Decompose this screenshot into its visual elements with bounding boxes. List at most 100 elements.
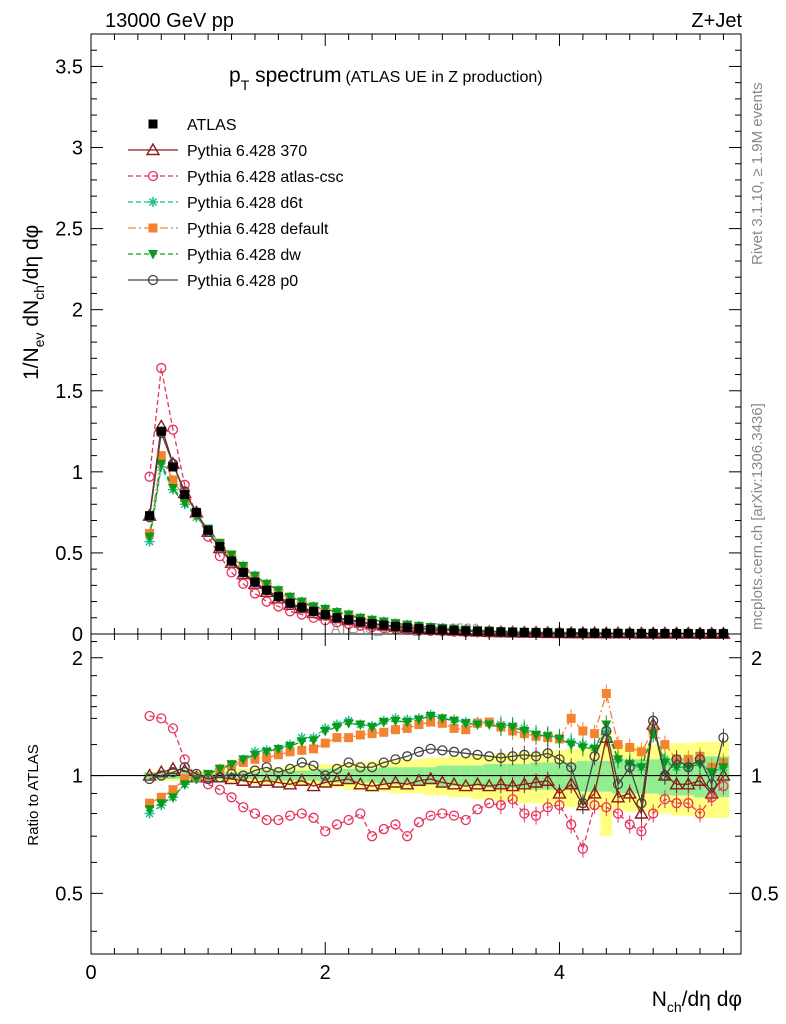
main-point-pythia-6-428-atlas-csc — [226, 567, 237, 578]
ratio-point-pythia-6-428-p0 — [636, 798, 647, 809]
ratio-point-pythia-6-428-atlas-csc — [577, 843, 589, 854]
ratio-point-pythia-6-428-370 — [528, 775, 544, 788]
ratio-line-pythia-6-428-370 — [149, 724, 724, 816]
ratio-point-pythia-6-428-370 — [400, 776, 415, 790]
ratio-point-pythia-6-428-370 — [517, 776, 532, 790]
ratio-point-pythia-6-428-atlas-csc — [284, 810, 296, 821]
ratio-point-pythia-6-428-370 — [610, 789, 626, 803]
main-point-atlas — [379, 620, 389, 630]
main-point-atlas — [180, 490, 190, 500]
ratio-point-pythia-6-428-p0 — [320, 770, 331, 781]
ratio-point-pythia-6-428-p0 — [612, 779, 624, 790]
main-point-atlas — [168, 462, 178, 472]
ratio-point-pythia-6-428-atlas-csc — [425, 810, 436, 821]
ratio-point-pythia-6-428-p0 — [425, 743, 436, 755]
ratio-point-pythia-6-428-dw — [484, 720, 495, 731]
main-point-atlas — [590, 628, 600, 638]
ratio-point-pythia-6-428-atlas-csc — [320, 826, 331, 837]
ratio-point-pythia-6-428-p0 — [706, 779, 717, 790]
ratio-stat-band — [635, 759, 648, 794]
ratio-point-pythia-6-428-370 — [540, 773, 555, 786]
ratio-point-pythia-6-428-dw — [308, 736, 319, 746]
ratio-point-pythia-6-428-default — [625, 742, 635, 752]
ratio-point-pythia-6-428-dw — [425, 711, 436, 722]
legend-marker-pythia-6-428-370 — [145, 142, 161, 156]
ratio-point-pythia-6-428-dw — [320, 726, 331, 737]
ratio-point-pythia-6-428-370 — [306, 778, 321, 792]
ratio-point-pythia-6-428-p0 — [366, 762, 378, 773]
main-y-tick-label: 2 — [72, 300, 83, 322]
ratio-point-pythia-6-428-default — [332, 733, 342, 743]
ratio-point-pythia-6-428-370 — [388, 775, 403, 788]
ratio-point-pythia-6-428-p0 — [167, 767, 179, 778]
ratio-point-pythia-6-428-atlas-csc — [636, 826, 647, 837]
ratio-point-pythia-6-428-atlas-csc — [179, 754, 190, 765]
ratio-stat-band — [588, 760, 601, 792]
main-line-pythia-6-428-p0 — [148, 432, 724, 635]
ratio-point-pythia-6-428-atlas-csc — [507, 794, 518, 805]
legend-label-pythia-6-428-p0: Pythia 6.428 p0 — [187, 273, 298, 290]
ratio-point-pythia-6-428-p0 — [589, 751, 600, 762]
ratio-point-pythia-6-428-dw — [636, 763, 647, 773]
main-point-pythia-6-428-dw — [238, 561, 249, 572]
rivet-version-label: Rivet 3.1.10, ≥ 1.9M events — [749, 83, 766, 266]
legend-marker-atlas — [148, 119, 158, 129]
ratio-point-pythia-6-428-default — [262, 753, 272, 763]
x-tick-label: 4 — [554, 962, 565, 984]
ratio-point-pythia-6-428-370 — [341, 771, 356, 785]
main-point-pythia-6-428-dw — [167, 484, 178, 494]
ratio-point-pythia-6-428-dw — [156, 799, 167, 809]
ratio-point-pythia-6-428-atlas-csc — [261, 814, 272, 826]
main-point-atlas — [273, 592, 283, 602]
main-point-atlas — [145, 511, 155, 521]
ratio-point-pythia-6-428-atlas-csc — [343, 814, 354, 826]
x-tick-label: 0 — [85, 962, 96, 984]
ratio-point-pythia-6-428-p0 — [694, 754, 706, 765]
ratio-point-pythia-6-428-atlas-csc — [366, 831, 378, 842]
main-line-pythia-6-428-d6t — [148, 464, 724, 635]
ratio-point-pythia-6-428-dw — [437, 714, 448, 724]
ratio-point-pythia-6-428-atlas-csc — [495, 800, 507, 811]
ratio-point-pythia-6-428-370 — [247, 775, 263, 788]
ratio-point-pythia-6-428-370 — [364, 778, 380, 792]
ratio-point-pythia-6-428-dw — [495, 723, 506, 733]
ratio-point-pythia-6-428-p0 — [214, 772, 225, 783]
chart-title: pT spectrum (ATLAS UE in Z production) — [229, 64, 543, 93]
ratio-point-pythia-6-428-p0 — [308, 760, 319, 771]
ratio-point-pythia-6-428-atlas-csc — [460, 814, 471, 826]
ratio-point-pythia-6-428-default — [391, 725, 401, 735]
ratio-point-pythia-6-428-dw — [460, 719, 471, 729]
main-point-atlas — [426, 624, 436, 634]
main-point-atlas — [215, 541, 225, 551]
ratio-point-pythia-6-428-dw — [249, 750, 260, 761]
main-panel: ATLAS_2019_I1736531 00.511.522.533.5 pT … — [20, 33, 742, 646]
ratio-point-pythia-6-428-atlas-csc — [249, 808, 261, 819]
main-y-tick-label: 3.5 — [55, 56, 83, 78]
ratio-line-pythia-6-428-atlas-csc — [149, 715, 724, 851]
main-point-pythia-6-428-atlas-csc — [179, 479, 190, 490]
legend-marker-pythia-6-428-default — [148, 223, 158, 233]
legend-label-atlas: ATLAS — [187, 117, 237, 134]
main-line-pythia-6-428-370 — [148, 426, 724, 635]
ratio-point-pythia-6-428-default — [145, 798, 155, 808]
ratio-point-pythia-6-428-atlas-csc — [554, 800, 565, 811]
main-point-pythia-6-428-atlas-csc — [238, 578, 249, 589]
main-point-atlas — [355, 617, 365, 627]
main-y-tick-label: 3 — [72, 138, 83, 160]
ratio-point-pythia-6-428-default — [636, 747, 646, 757]
ratio-y-tick-label-left: 2 — [72, 648, 83, 670]
ratio-point-pythia-6-428-atlas-csc — [718, 780, 729, 792]
legend-marker-pythia-6-428-p0 — [147, 274, 159, 286]
ratio-point-pythia-6-428-atlas-csc — [167, 723, 179, 734]
ratio-point-pythia-6-428-dw — [378, 718, 389, 728]
ratio-point-pythia-6-428-370 — [470, 776, 485, 790]
ratio-point-pythia-6-428-default — [601, 689, 611, 699]
ratio-point-pythia-6-428-dw — [331, 723, 342, 733]
main-point-atlas — [297, 602, 307, 612]
ratio-point-pythia-6-428-370 — [458, 778, 473, 792]
ratio-point-pythia-6-428-p0 — [202, 773, 214, 785]
main-point-atlas — [367, 619, 377, 629]
ratio-point-pythia-6-428-p0 — [390, 754, 401, 765]
ratio-point-pythia-6-428-370 — [236, 773, 251, 786]
ratio-point-pythia-6-428-370 — [681, 776, 696, 790]
